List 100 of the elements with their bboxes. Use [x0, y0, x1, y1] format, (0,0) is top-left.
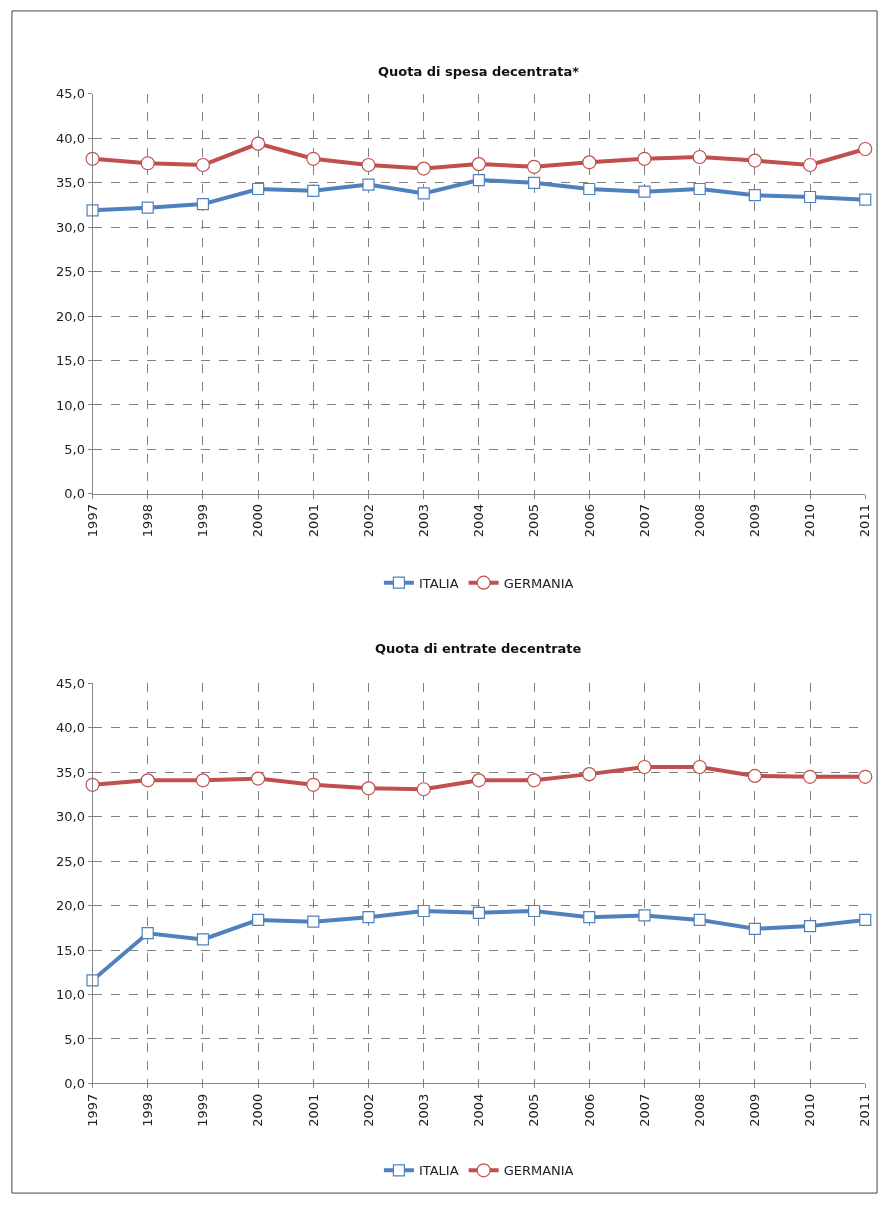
x-tick-label: 2009	[747, 1093, 763, 1127]
y-tick-label: 35,0	[55, 175, 85, 191]
point	[527, 159, 542, 174]
x-tick-label: 2011	[857, 1093, 873, 1127]
point	[86, 974, 99, 987]
point	[528, 176, 541, 189]
point	[195, 157, 211, 173]
point	[195, 773, 211, 788]
x-tick-label: 2010	[802, 504, 818, 538]
y-tick-label: 10,0	[55, 397, 85, 413]
point	[141, 927, 154, 940]
point	[140, 773, 155, 788]
y-tick-label: 40,0	[55, 720, 85, 736]
x-tick-label: 2010	[802, 1093, 818, 1127]
x-tick-label: 1999	[195, 1093, 211, 1127]
x-tick-label: 2005	[526, 504, 542, 538]
point	[140, 156, 155, 171]
point	[86, 204, 99, 217]
y-tick-label: 40,0	[55, 130, 85, 146]
x-tick-label: 2000	[250, 1093, 266, 1127]
x-tick-label: 2003	[415, 504, 431, 538]
point	[306, 151, 321, 166]
point	[362, 911, 375, 924]
x-tick-label: 2006	[581, 504, 597, 538]
point	[802, 769, 818, 784]
point	[416, 782, 431, 797]
x-tick-label: 1997	[84, 504, 100, 538]
y-tick-label: 0,0	[64, 486, 85, 502]
legend-label: GERMANIA	[503, 575, 574, 591]
point	[252, 182, 265, 196]
point	[748, 922, 761, 935]
point	[307, 915, 320, 928]
point	[692, 149, 707, 165]
point	[417, 187, 430, 200]
y-tick-label: 30,0	[55, 219, 85, 235]
point	[583, 182, 596, 196]
x-tick-label: 2002	[360, 1093, 376, 1127]
chart-title: Quota di spesa decentrata*	[378, 64, 580, 79]
point	[472, 174, 485, 187]
x-tick-label: 2007	[636, 504, 652, 538]
x-tick-label: 2002	[360, 504, 376, 538]
chart-title: Quota di entrate decentrate	[375, 641, 582, 656]
point	[637, 151, 652, 166]
legend-label: GERMANIA	[503, 1163, 574, 1179]
y-tick-label: 0,0	[64, 1075, 85, 1091]
y-tick-label: 45,0	[55, 86, 85, 102]
x-tick-label: 2008	[691, 1093, 707, 1127]
x-tick-label: 2004	[471, 504, 487, 538]
point	[637, 759, 652, 775]
legend-label: ITALIA	[418, 1163, 459, 1179]
x-tick-label: 2000	[250, 504, 266, 538]
point	[141, 201, 154, 214]
y-tick-label: 20,0	[55, 898, 85, 914]
x-tick-label: 1998	[139, 1093, 155, 1127]
point	[858, 141, 873, 157]
point	[859, 913, 872, 926]
y-tick-label: 5,0	[64, 441, 85, 457]
point	[196, 198, 210, 211]
point	[747, 768, 762, 783]
x-tick-label: 2001	[305, 504, 321, 538]
x-tick-label: 2006	[581, 1093, 597, 1127]
point	[252, 913, 265, 926]
x-tick-label: 2008	[691, 504, 707, 538]
point	[747, 153, 762, 168]
point	[582, 767, 597, 782]
x-tick-label: 2004	[471, 1093, 487, 1127]
point	[693, 913, 706, 926]
point	[472, 906, 485, 919]
x-tick-label: 2001	[305, 1093, 321, 1127]
point	[306, 777, 321, 792]
y-tick-label: 45,0	[55, 676, 85, 692]
point	[583, 911, 596, 924]
x-tick-label: 2009	[747, 504, 763, 538]
x-tick-label: 2007	[636, 1093, 652, 1127]
y-tick-label: 10,0	[55, 987, 85, 1003]
point	[471, 773, 486, 788]
point	[307, 184, 320, 197]
y-tick-label: 15,0	[55, 942, 85, 958]
y-tick-label: 20,0	[55, 308, 85, 324]
point	[802, 157, 818, 173]
x-tick-label: 1998	[139, 504, 155, 538]
point	[693, 182, 706, 196]
legend-label: ITALIA	[418, 575, 459, 591]
point	[196, 933, 210, 946]
point	[858, 769, 873, 784]
y-tick-label: 25,0	[55, 264, 85, 280]
point	[251, 136, 266, 151]
y-tick-label: 25,0	[55, 853, 85, 869]
point	[638, 909, 651, 922]
point	[471, 157, 486, 172]
y-tick-label: 5,0	[64, 1031, 85, 1047]
point	[859, 193, 872, 206]
x-tick-label: 2005	[526, 1093, 542, 1127]
y-tick-label: 30,0	[55, 809, 85, 825]
point	[692, 759, 707, 775]
x-tick-label: 2003	[415, 1093, 431, 1127]
point	[417, 904, 430, 918]
point	[638, 185, 651, 198]
y-tick-label: 15,0	[55, 353, 85, 369]
x-tick-label: 1997	[84, 1093, 100, 1127]
